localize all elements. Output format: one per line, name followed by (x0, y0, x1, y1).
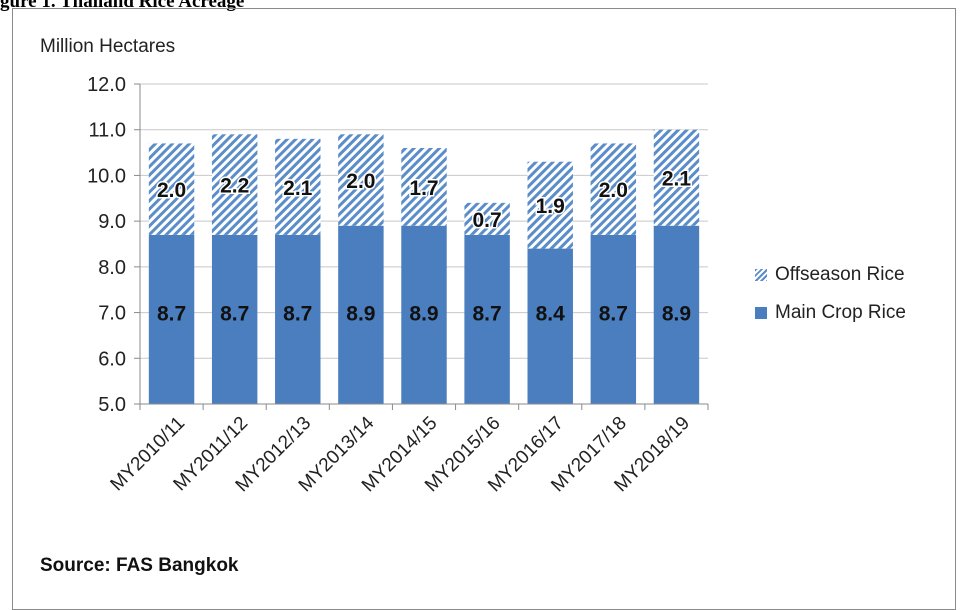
data-label-main-crop: 8.9 (662, 303, 691, 326)
bar-offseason (590, 143, 637, 235)
data-label-main-crop: 8.9 (409, 303, 438, 326)
data-label-offseason: 1.9 (536, 195, 565, 218)
y-tick-label: 9.0 (98, 211, 126, 233)
bar-offseason (653, 129, 700, 226)
stacked-bar-chart: 8.7 2.0 8.7 2.2 8.7 2.1 8.9 2.0 8.9 1.7 8.7 0.7 8.4 1… (87, 74, 709, 496)
data-label-offseason: 2.0 (599, 179, 628, 202)
legend-label-offseason: Offseason Rice (775, 264, 905, 285)
y-tick-label: 12.0 (87, 74, 126, 96)
bar-main-crop (590, 234, 637, 404)
y-tick-label: 11.0 (89, 120, 126, 142)
bar-offseason (148, 143, 195, 235)
data-label-main-crop: 8.7 (220, 303, 249, 326)
bar-main-crop (275, 234, 321, 404)
legend-item-main-crop: Main Crop Rice (755, 300, 906, 326)
legend-item-offseason: Offseason Rice (755, 262, 906, 288)
y-tick-label: 10.0 (87, 165, 126, 187)
legend-swatch-main-crop (755, 307, 767, 319)
data-label-offseason: 2.1 (662, 168, 692, 191)
data-label-offseason: 1.7 (409, 177, 438, 200)
bar-main-crop (148, 234, 195, 404)
legend-label-main-crop: Main Crop Rice (775, 302, 906, 323)
bar-offseason (275, 138, 321, 235)
chart-legend: Offseason Rice Main Crop Rice (755, 262, 906, 338)
bar-offseason (464, 202, 510, 235)
bar-main-crop (401, 225, 447, 404)
bar-offseason (211, 134, 258, 235)
bar-main-crop (211, 234, 258, 404)
y-axis-unit-label: Million Hectares (40, 36, 176, 57)
bar-main-crop (527, 248, 573, 404)
data-label-main-crop: 8.7 (599, 303, 628, 326)
data-label-offseason: 2.0 (157, 179, 186, 202)
data-label-main-crop: 8.9 (346, 303, 375, 326)
y-tick-label: 6.0 (98, 348, 126, 370)
y-tick-label: 5.0 (98, 394, 126, 416)
data-label-main-crop: 8.7 (283, 303, 312, 326)
bar-offseason (401, 148, 447, 226)
data-label-main-crop: 8.4 (536, 303, 566, 326)
data-label-offseason: 2.1 (283, 177, 313, 200)
y-tick-label: 8.0 (98, 257, 126, 279)
bar-main-crop (653, 225, 700, 404)
y-tick-label: 7.0 (98, 303, 126, 325)
data-label-offseason: 2.2 (220, 175, 249, 198)
data-label-offseason: 2.0 (346, 170, 375, 193)
bar-offseason (527, 161, 573, 249)
data-label-offseason: 0.7 (473, 209, 502, 232)
bar-main-crop (464, 234, 510, 404)
legend-swatch-offseason (755, 269, 767, 281)
bar-offseason (338, 134, 384, 226)
data-label-main-crop: 8.7 (473, 303, 502, 326)
figure-title: gure 1. Thailand Rice Acreage (0, 0, 245, 12)
bar-main-crop (338, 225, 384, 404)
data-label-main-crop: 8.7 (157, 303, 186, 326)
source-note: Source: FAS Bangkok (40, 555, 239, 576)
